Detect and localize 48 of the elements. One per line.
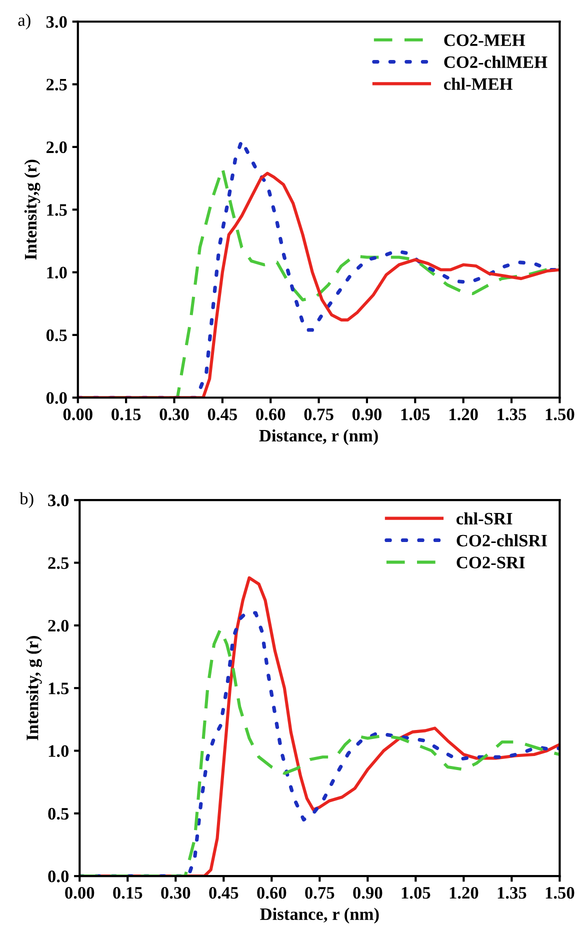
x-tick-label: 1.20 xyxy=(450,408,478,420)
x-tick-label: 0.00 xyxy=(65,887,94,899)
y-tick-label: 0.5 xyxy=(48,808,69,820)
y-tick-label: 0.0 xyxy=(46,392,67,404)
x-tick-label: 1.05 xyxy=(401,408,430,420)
y-tick-label: 2.0 xyxy=(46,141,67,154)
x-axis-title: Distance, r (nm) xyxy=(260,908,379,924)
x-tick-label: 0.90 xyxy=(353,887,382,899)
y-tick-label: 2.5 xyxy=(46,78,67,91)
x-tick-label: 1.20 xyxy=(450,887,478,899)
x-tick-label: 1.35 xyxy=(498,887,526,899)
x-tick-label: 0.15 xyxy=(113,887,142,899)
x-tick-label: 0.30 xyxy=(161,887,190,899)
x-tick-label: 1.35 xyxy=(498,408,526,420)
x-tick-label: 0.30 xyxy=(160,408,189,420)
x-tick-label: 0.15 xyxy=(112,408,141,420)
y-tick-label: 0.0 xyxy=(48,870,69,882)
x-tick-label: 1.50 xyxy=(546,887,574,899)
legend-label: CO2-MEH xyxy=(444,34,526,46)
x-tick-label: 1.05 xyxy=(402,887,430,899)
y-tick-label: 0.5 xyxy=(46,329,67,342)
x-tick-label: 0.90 xyxy=(352,408,382,420)
y-tick-label: 1.0 xyxy=(47,266,67,279)
x-tick-label: 0.75 xyxy=(304,408,334,420)
legend-label: CO2-SRI xyxy=(456,556,525,568)
x-tick-label: 0.60 xyxy=(257,887,286,899)
x-tick-label: 0.45 xyxy=(208,408,237,420)
y-tick-label: 2.5 xyxy=(48,557,69,570)
x-tick-label: 0.45 xyxy=(209,887,238,899)
y-tick-label: 3.0 xyxy=(48,494,69,506)
y-tick-label: 1.5 xyxy=(47,204,67,216)
x-tick-label: 0.00 xyxy=(63,408,92,420)
x-tick-label: 1.50 xyxy=(546,408,574,420)
y-tick-label: 3.0 xyxy=(46,16,67,28)
x-tick-label: 0.60 xyxy=(256,408,286,420)
y-tick-label: 1.5 xyxy=(48,682,69,694)
y-axis-title: Intensity, g (r) xyxy=(26,636,42,740)
text: b) xyxy=(20,492,34,508)
text: a) xyxy=(18,14,30,30)
y-axis-title: Intensity,g (r) xyxy=(24,160,40,260)
legend-label: CO2-chlMEH xyxy=(444,56,548,68)
x-axis-title: Distance, r (nm) xyxy=(259,429,378,446)
legend-label: CO2-chlSRI xyxy=(456,534,547,546)
x-tick-label: 0.75 xyxy=(305,887,334,899)
y-tick-label: 1.0 xyxy=(48,745,69,758)
legend-label: chl-MEH xyxy=(444,78,513,90)
y-tick-label: 2.0 xyxy=(48,620,69,632)
legend-label: chl-SRI xyxy=(456,512,512,525)
